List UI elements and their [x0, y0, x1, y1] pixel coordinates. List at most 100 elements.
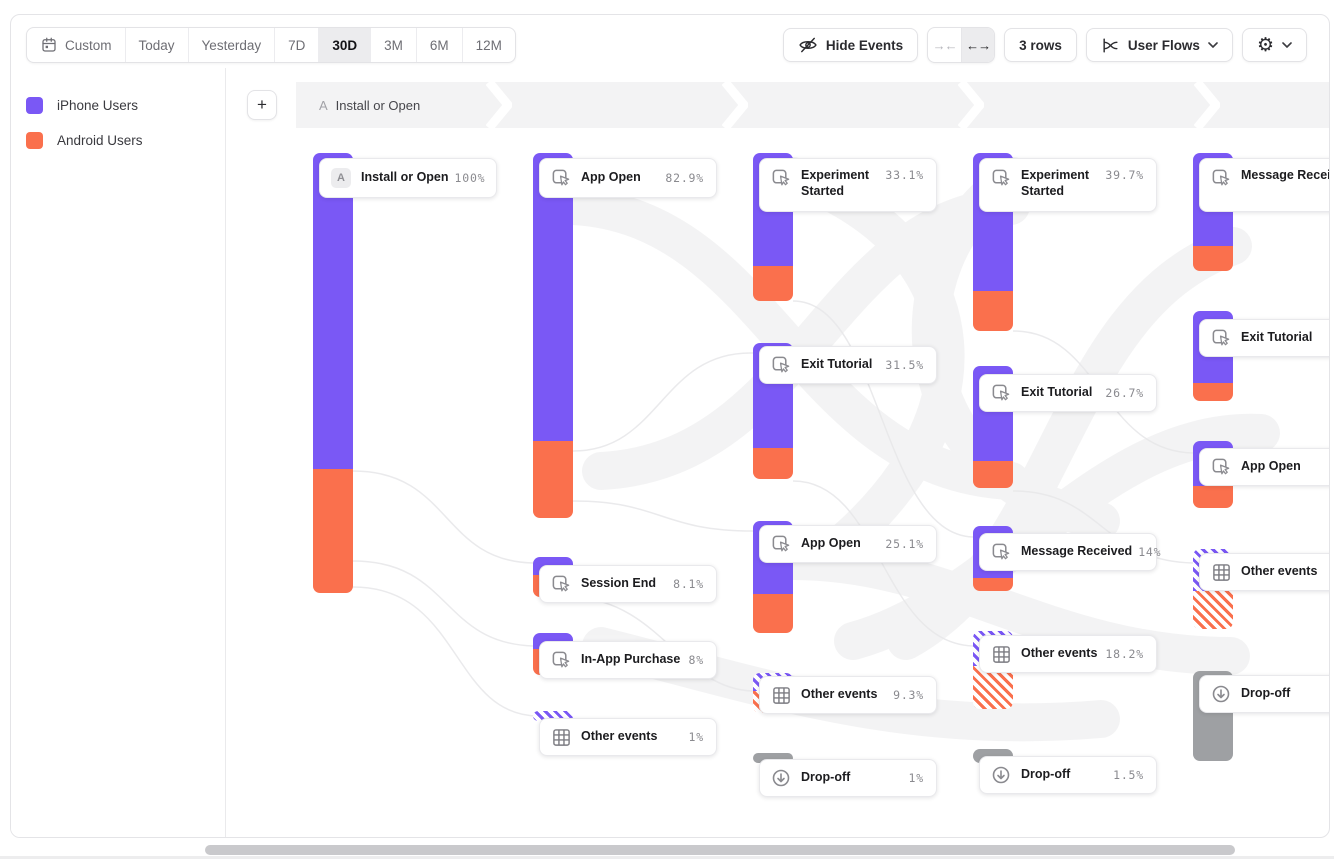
event-card-message-received[interactable]: Message Received 14% [979, 533, 1161, 571]
event-card-label: Session End [581, 576, 657, 591]
date-range-6m[interactable]: 6M [415, 28, 462, 62]
event-card-label: App Open [1241, 459, 1301, 474]
step-label[interactable]: Install or Open [335, 97, 421, 113]
date-range-3m[interactable]: 3M [370, 28, 416, 62]
flow-segment-android [753, 594, 793, 633]
date-range-custom[interactable]: Custom [27, 28, 125, 62]
grid-icon [1210, 563, 1232, 582]
event-card-other-events[interactable]: Other events 1% [539, 718, 717, 756]
event-card-experiment-started[interactable]: Experiment Started 33.1% [759, 158, 937, 212]
step-chevron-separator [958, 82, 984, 128]
dropoff-icon [770, 768, 792, 788]
arrows-collapse-icon: →← [932, 37, 958, 53]
dropoff-icon [1210, 684, 1232, 704]
event-card-label: Install or Open [361, 170, 449, 185]
toolbar-right: Hide Events →← ←→ 3 rows User Flows [782, 27, 1307, 63]
event-card-label: Exit Tutorial [1241, 330, 1313, 345]
event-card-drop-off[interactable]: Drop-off [1199, 675, 1329, 713]
event-card-label: Experiment Started [1021, 168, 1090, 198]
date-range-today[interactable]: Today [124, 28, 188, 62]
collapse-columns-button[interactable]: →← [928, 28, 961, 62]
event-card-label: Experiment Started [801, 168, 870, 198]
event-card-label: Message Received [1241, 168, 1329, 182]
event-card-exit-tutorial[interactable]: Exit Tutorial [1199, 319, 1329, 357]
event-card-app-open[interactable]: App Open [1199, 448, 1329, 486]
event-icon [990, 542, 1012, 563]
flow-segment-android [753, 448, 793, 479]
event-card-label: Other events [1021, 646, 1098, 661]
event-card-label: Message Received [1021, 544, 1133, 559]
legend-item-android[interactable]: Android Users [26, 132, 143, 149]
flow-segment-android [533, 441, 573, 518]
event-card-percent: 26.7% [1105, 386, 1144, 400]
event-card-percent: 100% [454, 171, 486, 185]
event-card-label: App Open [801, 536, 861, 551]
date-range-label: 3M [384, 37, 403, 53]
expand-columns-button[interactable]: ←→ [961, 28, 995, 62]
event-card-session-end[interactable]: Session End 8.1% [539, 565, 717, 603]
event-card-percent: 39.7% [1105, 168, 1144, 182]
chart-type-dropdown[interactable]: User Flows [1085, 28, 1233, 62]
event-card-other-events[interactable]: Other events [1199, 553, 1329, 591]
flow-segment-android [1193, 591, 1233, 629]
flow-segment-iphone [313, 153, 353, 469]
add-step-button[interactable]: + [247, 90, 277, 120]
event-card-experiment-started[interactable]: Experiment Started 39.7% [979, 158, 1157, 212]
legend-item-iphone[interactable]: iPhone Users [26, 97, 138, 114]
event-card-label: Other events [581, 729, 658, 744]
flow-bar-app-open[interactable] [533, 153, 573, 518]
rows-button[interactable]: 3 rows [1004, 28, 1077, 62]
event-card-percent: 1.5% [1113, 768, 1144, 782]
event-card-app-open[interactable]: App Open 25.1% [759, 525, 937, 563]
hide-events-button[interactable]: Hide Events [782, 28, 919, 62]
event-icon [990, 168, 1012, 189]
flow-bar-other-events[interactable] [533, 711, 573, 721]
flow-steps-header: A Install or Open [296, 82, 1329, 128]
event-card-percent: 1% [908, 771, 924, 785]
event-card-message-received[interactable]: Message Received [1199, 158, 1329, 212]
date-range-30d[interactable]: 30D [318, 28, 371, 62]
flow-segment-android [973, 578, 1013, 591]
event-card-other-events[interactable]: Other events 9.3% [759, 676, 937, 714]
event-icon [770, 355, 792, 376]
event-card-app-open[interactable]: App Open 82.9% [539, 158, 717, 198]
date-range-group: Custom Today Yesterday 7D 30D 3M 6M 12M [26, 27, 516, 63]
date-range-label: Yesterday [201, 37, 262, 53]
event-card-label: Drop-off [801, 770, 851, 785]
settings-dropdown[interactable]: ⚙ [1241, 28, 1307, 62]
chevron-down-icon [1208, 42, 1218, 48]
letter-badge: A [330, 168, 352, 188]
date-range-7d[interactable]: 7D [274, 28, 318, 62]
event-card-exit-tutorial[interactable]: Exit Tutorial 31.5% [759, 346, 937, 384]
event-card-drop-off[interactable]: Drop-off 1.5% [979, 756, 1157, 794]
horizontal-scrollbar[interactable] [205, 845, 1235, 855]
event-card-in-app-purchase[interactable]: In-App Purchase 8% [539, 641, 717, 679]
date-range-label: Today [138, 37, 175, 53]
step-chevron-separator [486, 82, 512, 128]
event-card-percent: 31.5% [885, 358, 924, 372]
event-card-label: Drop-off [1021, 767, 1071, 782]
flow-bar-drop-off[interactable] [753, 753, 793, 763]
event-card-install-or-open[interactable]: A Install or Open 100% [319, 158, 497, 198]
event-icon [1210, 328, 1232, 349]
date-range-yesterday[interactable]: Yesterday [187, 28, 275, 62]
step-chevron-separator [722, 82, 748, 128]
event-card-exit-tutorial[interactable]: Exit Tutorial 26.7% [979, 374, 1157, 412]
event-card-label: Other events [801, 687, 878, 702]
flow-bar-install-or-open[interactable] [313, 153, 353, 593]
event-card-drop-off[interactable]: Drop-off 1% [759, 759, 937, 797]
event-card-label: Drop-off [1241, 686, 1291, 701]
flows-icon [1103, 37, 1118, 53]
date-range-12m[interactable]: 12M [461, 28, 515, 62]
date-range-label: 12M [475, 37, 502, 53]
event-icon [770, 168, 792, 189]
event-card-other-events[interactable]: Other events 18.2% [979, 635, 1157, 673]
event-card-percent: 8% [688, 653, 704, 667]
legend-swatch [26, 97, 43, 114]
eye-off-icon [799, 37, 817, 53]
event-card-percent: 14% [1138, 545, 1162, 559]
legend-label: Android Users [57, 133, 143, 148]
event-icon [990, 383, 1012, 404]
rows-label: 3 rows [1019, 37, 1062, 53]
toolbar-left: Custom Today Yesterday 7D 30D 3M 6M 12M [26, 27, 516, 63]
